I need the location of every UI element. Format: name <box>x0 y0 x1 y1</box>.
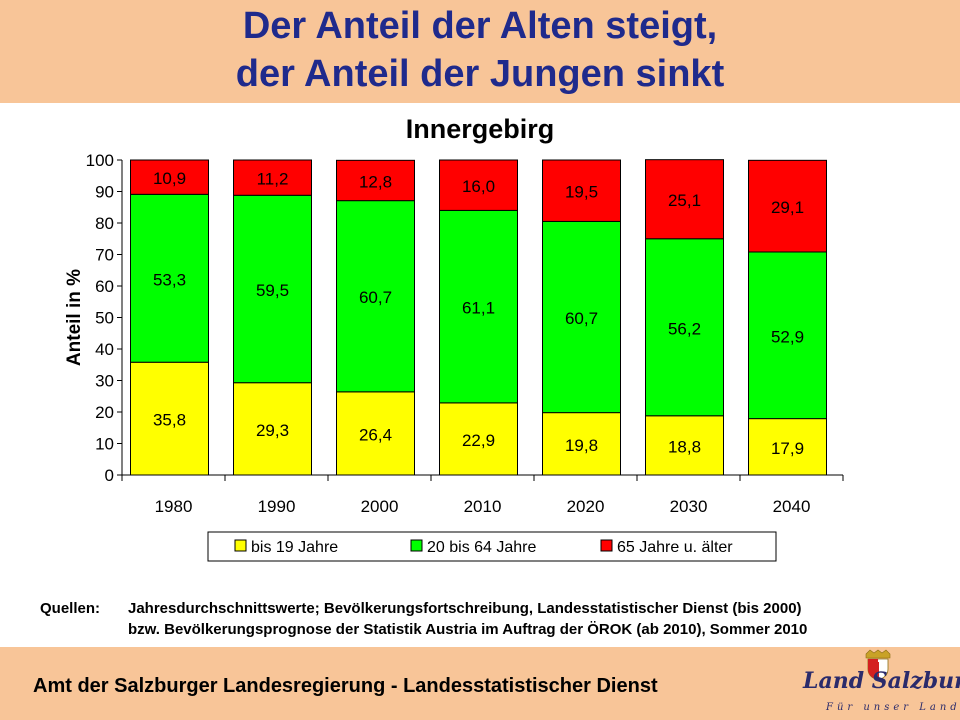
data-label-2020-series-0: 19,8 <box>565 436 598 455</box>
data-label-1980-series-2: 10,9 <box>153 169 186 188</box>
x-tick-label-1980: 1980 <box>155 497 193 516</box>
bar-2010-series-2 <box>439 159 518 211</box>
data-label-2020-series-2: 19,5 <box>565 183 598 202</box>
data-label-2010-series-0: 22,9 <box>462 431 495 450</box>
data-label-2000-series-1: 60,7 <box>359 288 392 307</box>
legend-swatch-2 <box>600 539 613 552</box>
data-label-2040-series-1: 52,9 <box>771 327 804 346</box>
y-axis-label: Anteil in % <box>64 269 85 366</box>
land-salzburg-logo <box>865 649 891 681</box>
x-tick-label-2020: 2020 <box>567 497 605 516</box>
bar-1980-series-2 <box>130 159 209 195</box>
bar-2040-series-1 <box>748 251 827 420</box>
y-tick-label-40: 40 <box>95 340 114 359</box>
bar-2020-series-2 <box>542 159 621 222</box>
bar-2010-series-1 <box>439 209 518 404</box>
x-tick-label-2010: 2010 <box>464 497 502 516</box>
footer-band <box>0 647 960 720</box>
x-tick-label-2030: 2030 <box>670 497 708 516</box>
logo-tagline: Für unser Land! <box>826 702 960 713</box>
x-tick-label-2000: 2000 <box>361 497 399 516</box>
data-label-1990-series-1: 59,5 <box>256 281 289 300</box>
y-tick-label-70: 70 <box>95 246 114 265</box>
legend-label-1: 20 bis 64 Jahre <box>427 539 537 556</box>
legend-label-2: 65 Jahre u. älter <box>617 539 733 556</box>
legend-label-0: bis 19 Jahre <box>251 539 338 556</box>
sources-note: Quellen: Jahresdurchschnittswerte; Bevölk… <box>40 598 807 640</box>
y-tick-label-20: 20 <box>95 403 114 422</box>
chart-title: Innergebirg <box>405 114 555 144</box>
legend-swatch-1 <box>410 539 423 552</box>
data-label-2030-series-2: 25,1 <box>668 191 701 210</box>
sources-lead: Quellen: <box>40 600 101 617</box>
y-tick-label-80: 80 <box>95 214 114 233</box>
bar-2000-series-2 <box>336 159 415 202</box>
sources-line-2: bzw. Bevölkerungsprognose der Statistik … <box>128 621 808 638</box>
y-tick-label-100: 100 <box>86 151 114 170</box>
y-tick-label-10: 10 <box>95 435 114 454</box>
data-label-2030-series-0: 18,8 <box>668 437 701 456</box>
coat-of-arms-icon <box>865 649 891 681</box>
y-tick-label-0: 0 <box>105 466 114 485</box>
data-label-2020-series-1: 60,7 <box>565 309 598 328</box>
data-label-2030-series-1: 56,2 <box>668 319 701 338</box>
sources-line-1: Jahresdurchschnittswerte; Bevölkerungsfo… <box>128 600 802 617</box>
bar-2040-series-2 <box>748 159 827 253</box>
footer-text: Amt der Salzburger Landesregierung - Lan… <box>33 675 658 697</box>
bar-2030-series-2 <box>645 159 724 240</box>
legend-box <box>207 531 777 562</box>
y-tick-label-90: 90 <box>95 183 114 202</box>
data-label-1980-series-1: 53,3 <box>153 270 186 289</box>
bar-2020-series-0 <box>542 412 621 476</box>
data-label-2010-series-2: 16,0 <box>462 177 495 196</box>
y-tick-label-50: 50 <box>95 309 114 328</box>
bar-2020-series-1 <box>542 220 621 414</box>
x-tick-label-1990: 1990 <box>258 497 296 516</box>
logo-text: Land Salzburg <box>803 668 960 694</box>
bar-2030-series-0 <box>645 415 724 476</box>
y-tick-label-30: 30 <box>95 372 114 391</box>
data-label-1980-series-0: 35,8 <box>153 411 186 430</box>
bar-1980-series-1 <box>130 193 209 363</box>
page-title: Der Anteil der Alten steigt, der Anteil … <box>0 2 960 98</box>
data-label-2010-series-1: 61,1 <box>462 299 495 318</box>
stacked-bar-chart: 35,8 53,3 10,9 1980 29,3 59,5 11,2 1990 26,4 60,7… <box>64 151 844 562</box>
y-tick-label-60: 60 <box>95 277 114 296</box>
title-line-2: der Anteil der Jungen sinkt <box>235 53 725 95</box>
title-line-1: Der Anteil der Alten steigt, <box>242 5 718 47</box>
legend-swatch-0 <box>234 539 247 552</box>
bar-2010-series-0 <box>439 402 518 476</box>
bar-1990-series-1 <box>233 194 312 384</box>
data-label-2000-series-2: 12,8 <box>359 172 392 191</box>
x-tick-label-2040: 2040 <box>773 497 811 516</box>
data-label-2040-series-2: 29,1 <box>771 198 804 217</box>
data-label-1990-series-0: 29,3 <box>256 421 289 440</box>
data-label-1990-series-2: 11,2 <box>257 170 289 189</box>
bar-1990-series-2 <box>233 159 312 196</box>
data-label-2040-series-0: 17,9 <box>771 439 804 458</box>
bar-2040-series-0 <box>748 418 827 476</box>
bar-2030-series-1 <box>645 238 724 417</box>
bar-2000-series-1 <box>336 200 415 393</box>
header-band <box>0 0 960 103</box>
bar-1980-series-0 <box>130 361 209 476</box>
data-label-2000-series-0: 26,4 <box>359 425 392 444</box>
bar-2000-series-0 <box>336 391 415 476</box>
